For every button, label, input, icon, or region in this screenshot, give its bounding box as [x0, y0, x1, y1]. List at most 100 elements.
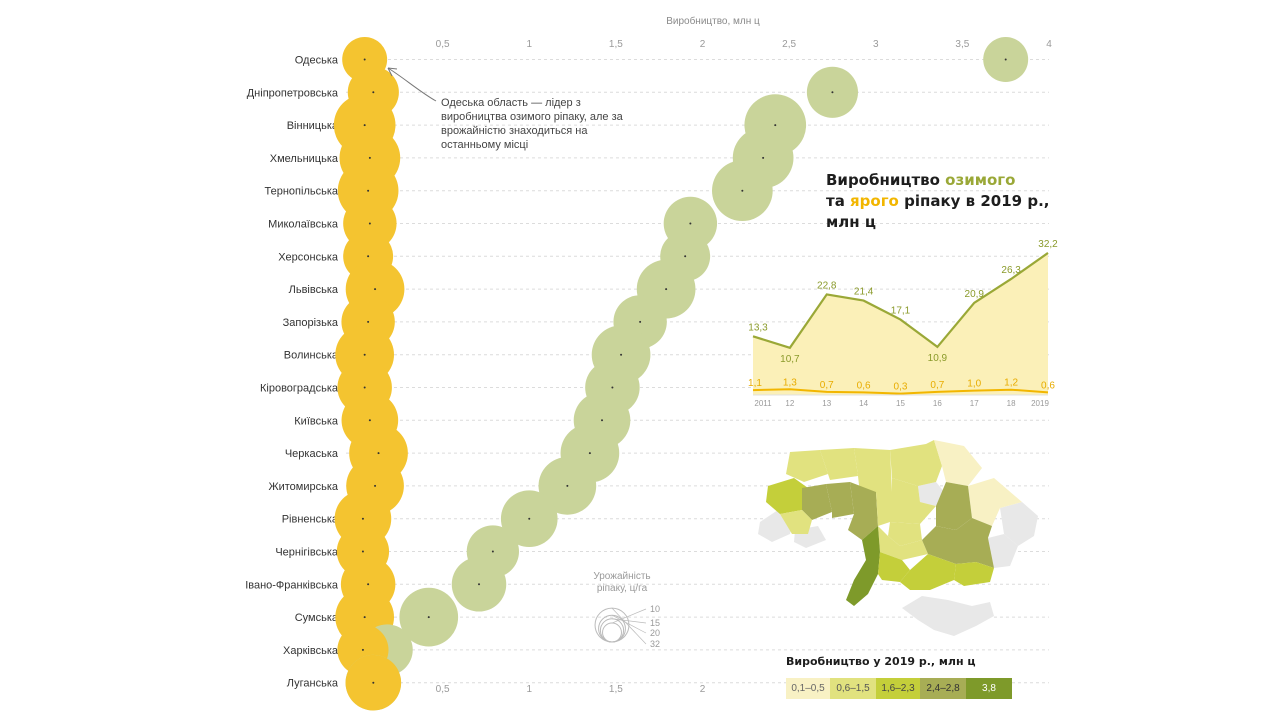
size-legend-label: 10	[650, 604, 660, 614]
map-region-donetska	[988, 534, 1018, 568]
map-region-luhanska	[1000, 502, 1038, 546]
ukraine-choropleth-map	[758, 440, 1038, 636]
winter-dot	[528, 517, 531, 520]
winter-dot	[478, 583, 481, 586]
size-legend-label: 20	[650, 628, 660, 638]
winter-value-label: 20,9	[965, 289, 985, 300]
spring-dot	[361, 517, 364, 520]
spring-value-label: 1,0	[967, 379, 981, 390]
region-label: Хмельницька	[270, 153, 339, 165]
x-tick-year: 16	[933, 399, 942, 408]
winter-dot	[684, 255, 687, 258]
x-tick-year: 14	[859, 399, 868, 408]
spring-dot	[363, 58, 366, 61]
map-region-khersonska	[900, 554, 956, 590]
map-region-poltavska	[936, 482, 972, 530]
winter-value-label: 10,9	[928, 353, 948, 364]
map-region-ternopilska	[802, 484, 832, 520]
winter-dot	[639, 320, 642, 323]
x-tick-bottom: 2	[700, 684, 706, 695]
winter-dot	[566, 484, 569, 487]
size-legend-label: 15	[650, 618, 660, 628]
x-tick-top: 3	[873, 39, 879, 50]
spring-dot	[367, 583, 370, 586]
winter-dot	[491, 550, 494, 553]
winter-value-label: 21,4	[854, 287, 874, 298]
size-legend-title: ріпаку, ц/га	[597, 583, 648, 594]
size-legend-label: 32	[650, 639, 660, 649]
spring-dot	[374, 484, 377, 487]
winter-dot	[620, 353, 623, 356]
map-region-kharkivska	[968, 478, 1022, 526]
inset-title-winter: озимого	[945, 171, 1016, 189]
region-label: Івано-Франківська	[245, 579, 339, 591]
region-label: Одеська	[295, 55, 339, 67]
x-tick-top: 0,5	[436, 39, 450, 50]
map-region-kirovohradska	[878, 526, 928, 560]
x-tick-bottom: 1	[526, 684, 532, 695]
region-label: Житомирська	[268, 481, 338, 493]
region-label: Вінницька	[287, 120, 339, 132]
spring-value-label: 0,6	[1041, 380, 1055, 391]
x-axis-title: Виробництво, млн ц	[666, 16, 760, 27]
map-region-sumska	[934, 440, 982, 486]
odesa-annotation: Одеська область — лідер з виробництва оз…	[441, 97, 623, 151]
region-label: Сумська	[295, 612, 339, 624]
map-region-cherkaska	[888, 522, 922, 546]
spring-dot	[377, 452, 380, 455]
winter-dot	[762, 156, 765, 159]
region-label: Миколаївська	[268, 219, 339, 231]
inset-title-unit: млн ц	[826, 213, 876, 231]
spring-dot	[363, 124, 366, 127]
x-tick-top: 1,5	[609, 39, 623, 50]
spring-dot	[374, 288, 377, 291]
spring-line	[752, 388, 1049, 395]
inset-title-spring: ярого	[850, 192, 899, 210]
spring-value-label: 0,6	[857, 380, 871, 391]
region-label: Херсонська	[278, 251, 339, 263]
map-legend: 0,1–0,5 0,6–1,5 1,6–2,3 2,4–2,8 3,8	[786, 678, 1012, 699]
winter-dot	[601, 419, 604, 422]
spring-dot	[363, 353, 366, 356]
region-label: Луганська	[287, 678, 339, 690]
spring-dot	[363, 616, 366, 619]
winter-value-label: 10,7	[780, 354, 800, 365]
spring-dot	[361, 550, 364, 553]
winter-line	[752, 252, 1049, 350]
spring-value-label: 1,3	[783, 377, 797, 388]
size-legend-circle	[602, 622, 622, 643]
size-legend-leader	[611, 618, 647, 624]
map-region-mykolaivska	[878, 552, 910, 582]
x-tick-year: 2019	[1031, 399, 1049, 408]
spring-value-label: 1,1	[748, 378, 762, 389]
map-title: Виробництво у 2019 р., млн ц	[786, 655, 976, 668]
map-legend-cell: 1,6–2,3	[876, 678, 920, 699]
spring-dot	[368, 156, 371, 159]
winter-value-label: 13,3	[748, 322, 768, 333]
spring-dot	[367, 189, 370, 192]
winter-value-label: 32,2	[1038, 239, 1058, 250]
x-tick-year: 15	[896, 399, 905, 408]
map-region-kyivska	[876, 478, 936, 526]
winter-dot	[588, 452, 591, 455]
region-label: Волинська	[284, 350, 339, 362]
annotation-arrowhead	[387, 67, 398, 77]
map-region-chernihivska	[890, 440, 942, 486]
x-tick-bottom: 1,5	[609, 684, 623, 695]
spring-value-label: 0,3	[894, 382, 908, 393]
map-region-zaporizka	[954, 562, 994, 586]
size-legend-leader	[611, 607, 647, 645]
inset-title-part: та	[826, 192, 851, 210]
inset-title-part: Виробництво	[826, 171, 946, 189]
spring-dot	[363, 386, 366, 389]
winter-dot	[665, 288, 668, 291]
spring-dot	[372, 91, 375, 94]
map-region-khmelnytska	[826, 482, 854, 518]
region-label: Чернігівська	[275, 547, 339, 559]
size-legend-title: Урожайність	[593, 571, 650, 582]
size-legend-circle	[594, 607, 630, 643]
region-label: Тернопільська	[265, 186, 339, 198]
inset-chart-title: Виробництво озимого та ярого ріпаку в 20…	[826, 170, 1086, 233]
x-tick-top: 1	[526, 39, 532, 50]
